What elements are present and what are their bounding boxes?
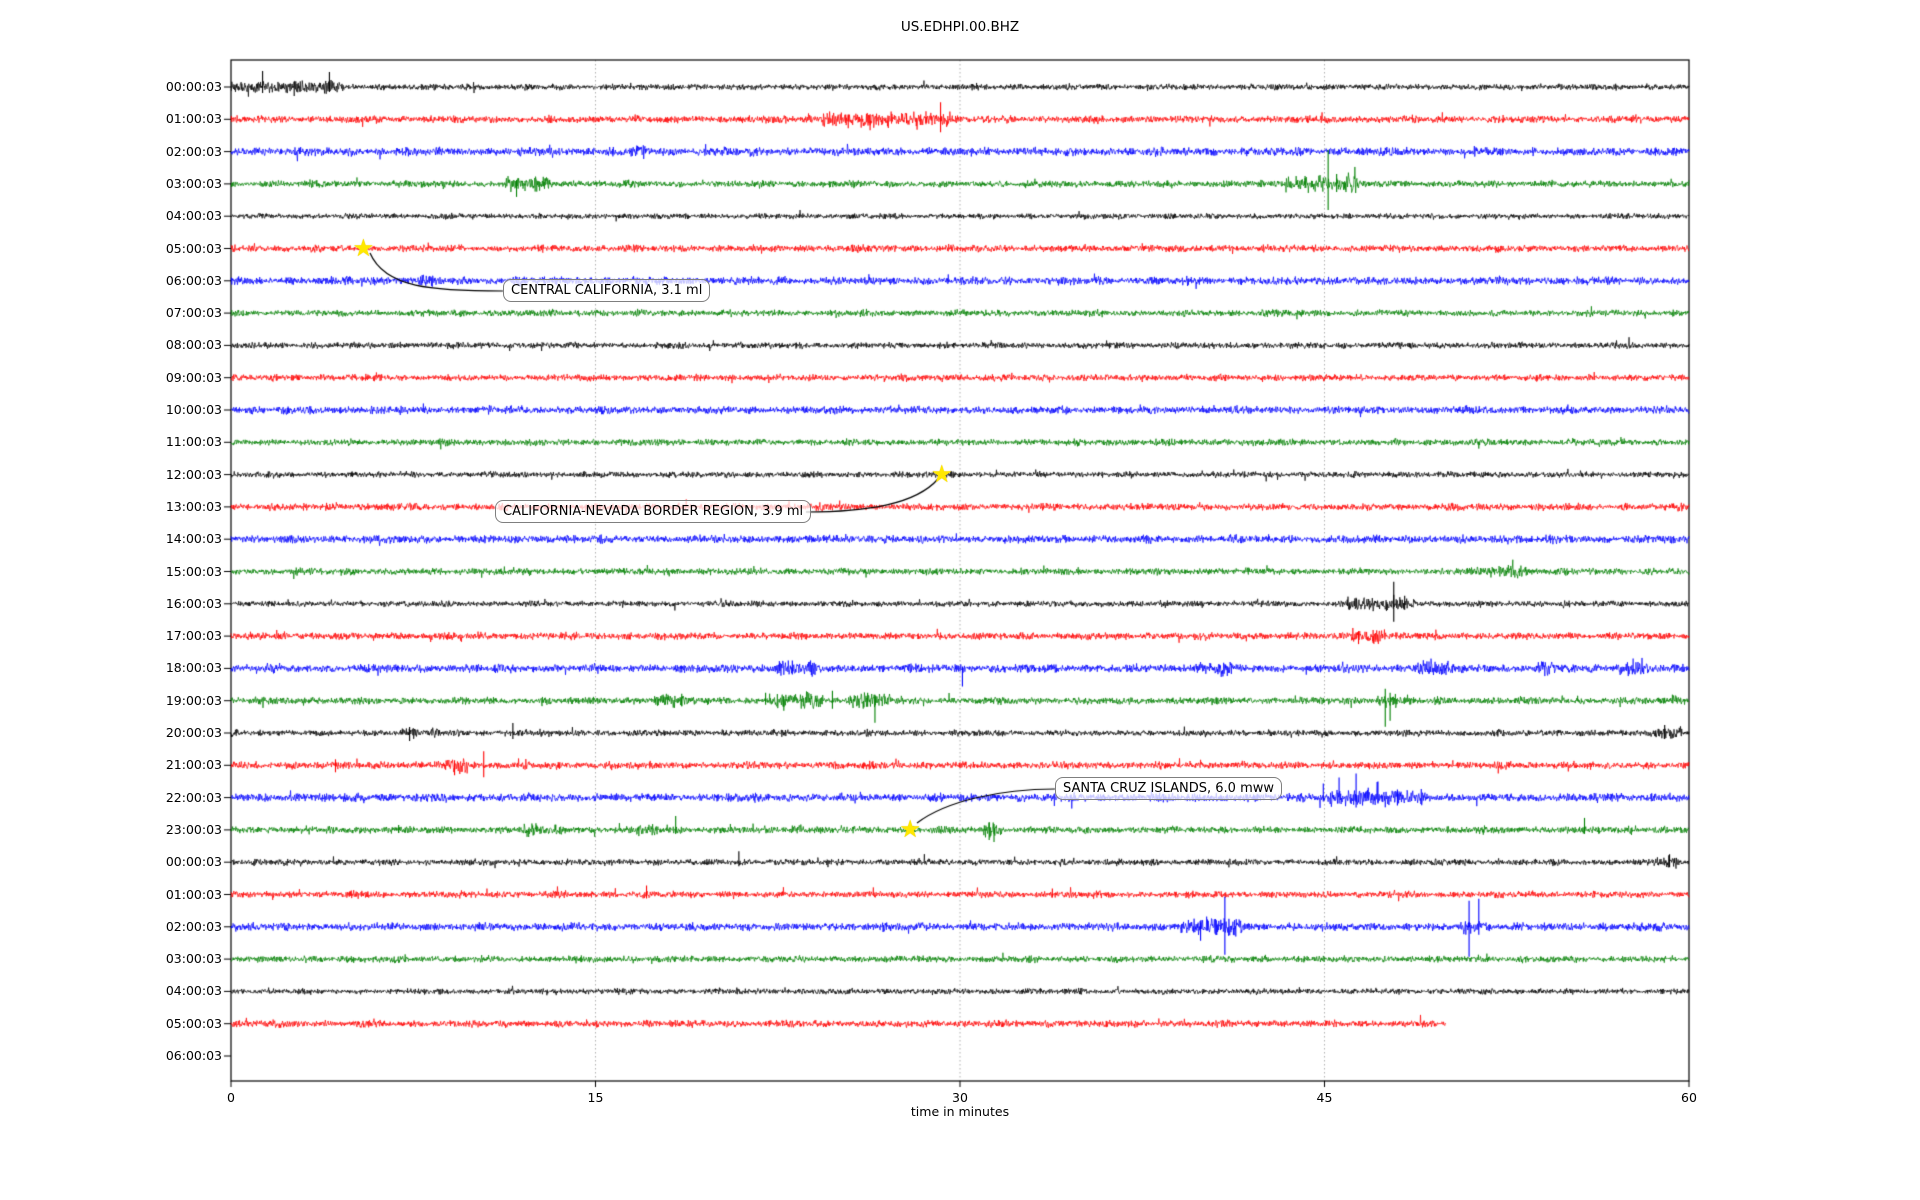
y-axis-tick-label: 11:00:03 xyxy=(165,434,222,450)
y-axis-tick-label: 05:00:03 xyxy=(165,240,222,256)
y-axis-tick-label: 09:00:03 xyxy=(165,369,222,385)
y-axis-tick-label: 10:00:03 xyxy=(165,402,222,417)
y-axis-tick-label: 06:00:03 xyxy=(165,1048,222,1063)
x-axis-tick-label: 30 xyxy=(952,1090,968,1105)
y-axis-tick-label: 04:00:03 xyxy=(165,208,222,224)
y-axis-tick-label: 03:00:03 xyxy=(165,175,222,191)
event-star-icon: ★ xyxy=(899,814,921,843)
x-axis-tick-label: 60 xyxy=(1681,1090,1697,1105)
y-axis-tick-label: 12:00:03 xyxy=(165,466,222,482)
y-axis-tick-label: 23:00:03 xyxy=(165,821,222,837)
y-axis-tick-label: 20:00:03 xyxy=(165,725,222,740)
event-star-icon: ★ xyxy=(352,233,375,262)
figure-title: US.EDHPI.00.BHZ xyxy=(900,19,1020,35)
y-axis-tick-label: 01:00:03 xyxy=(165,111,222,127)
y-axis-tick-label: 14:00:03 xyxy=(165,531,222,547)
y-axis-tick-label: 13:00:03 xyxy=(165,498,222,514)
y-axis-tick-label: 01:00:03 xyxy=(165,886,222,902)
y-axis-tick-label: 04:00:03 xyxy=(165,983,222,999)
y-axis-tick-label: 15:00:03 xyxy=(165,563,222,579)
y-axis-tick-label: 08:00:03 xyxy=(165,337,222,353)
y-axis-tick-label: 06:00:03 xyxy=(165,272,222,288)
x-axis-tick-label: 0 xyxy=(227,1090,235,1105)
y-axis-tick-label: 07:00:03 xyxy=(165,305,222,321)
x-axis-title: time in minutes xyxy=(910,1104,1010,1119)
y-axis-tick-label: 22:00:03 xyxy=(165,789,222,805)
x-axis-tick-label: 15 xyxy=(587,1090,604,1105)
y-axis-tick-label: 02:00:03 xyxy=(165,918,222,934)
y-axis-tick-label: 05:00:03 xyxy=(165,1015,222,1031)
event-annotation-santa-cruz-islands: SANTA CRUZ ISLANDS, 6.0 mww xyxy=(1055,777,1283,800)
x-axis-tick-label: 45 xyxy=(1316,1090,1333,1105)
event-annotation-central-california: CENTRAL CALIFORNIA, 3.1 ml xyxy=(503,279,711,302)
y-axis-tick-label: 03:00:03 xyxy=(165,951,222,967)
y-axis-tick-label: 18:00:03 xyxy=(165,660,222,676)
event-annotation-california-nevada-border: CALIFORNIA-NEVADA BORDER REGION, 3.9 ml xyxy=(495,500,812,523)
y-axis-tick-label: 00:00:03 xyxy=(165,854,222,870)
y-axis-tick-label: 02:00:03 xyxy=(165,143,222,159)
y-axis-tick-label: 17:00:03 xyxy=(165,628,222,644)
y-axis-tick-label: 21:00:03 xyxy=(165,757,222,773)
y-axis-tick-label: 16:00:03 xyxy=(165,595,222,611)
y-axis-tick-label: 19:00:03 xyxy=(165,692,222,708)
y-axis-tick-label: 00:00:03 xyxy=(165,79,222,94)
event-star-icon: ★ xyxy=(930,459,953,488)
